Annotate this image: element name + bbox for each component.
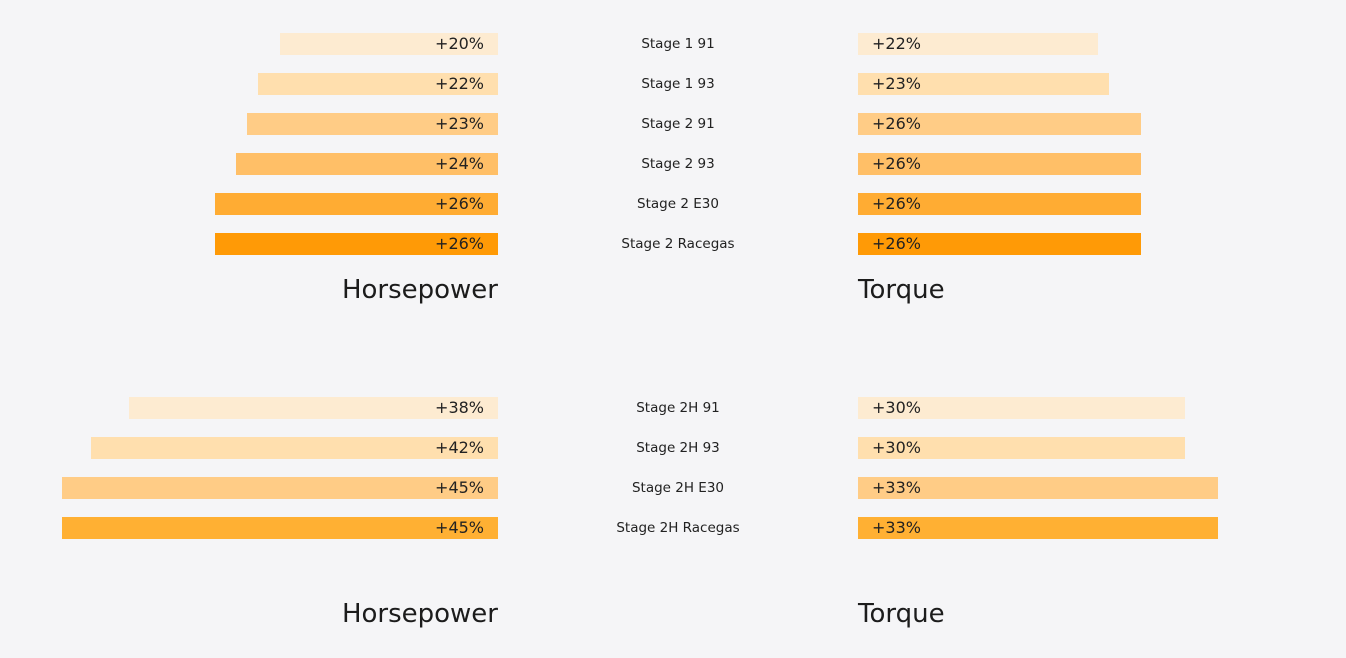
torque-value-label: +26% bbox=[872, 154, 921, 173]
torque-value-label: +30% bbox=[872, 438, 921, 457]
horsepower-bar bbox=[247, 113, 498, 135]
category-label: Stage 2H 91 bbox=[636, 400, 720, 416]
category-label: Stage 2 Racegas bbox=[621, 236, 735, 252]
horsepower-bar bbox=[91, 437, 498, 459]
horsepower-bar bbox=[215, 233, 498, 255]
torque-value-label: +26% bbox=[872, 194, 921, 213]
horsepower-bar bbox=[215, 193, 498, 215]
torque-value-label: +26% bbox=[872, 234, 921, 253]
category-label: Stage 2 93 bbox=[641, 156, 715, 172]
torque-bar bbox=[858, 477, 1218, 499]
horsepower-bar bbox=[62, 517, 498, 539]
category-label: Stage 2H 93 bbox=[636, 440, 720, 456]
torque-value-label: +26% bbox=[872, 114, 921, 133]
horsepower-value-label: +22% bbox=[435, 74, 484, 93]
horsepower-value-label: +45% bbox=[435, 478, 484, 497]
torque-value-label: +22% bbox=[872, 34, 921, 53]
horsepower-bar bbox=[236, 153, 498, 175]
horsepower-bar bbox=[62, 477, 498, 499]
torque-bar bbox=[858, 233, 1141, 255]
category-label: Stage 1 93 bbox=[641, 76, 715, 92]
torque-bar bbox=[858, 33, 1098, 55]
horsepower-value-label: +24% bbox=[435, 154, 484, 173]
horsepower-bar bbox=[258, 73, 498, 95]
torque-value-label: +33% bbox=[872, 518, 921, 537]
category-label: Stage 2H Racegas bbox=[616, 520, 740, 536]
horsepower-value-label: +23% bbox=[435, 114, 484, 133]
torque-bar bbox=[858, 437, 1185, 459]
torque-bar bbox=[858, 397, 1185, 419]
category-label: Stage 1 91 bbox=[641, 36, 715, 52]
horsepower-title: Horsepower bbox=[341, 599, 498, 629]
torque-bar bbox=[858, 113, 1141, 135]
horsepower-value-label: +45% bbox=[435, 518, 484, 537]
torque-bar bbox=[858, 193, 1141, 215]
horsepower-value-label: +42% bbox=[435, 438, 484, 457]
horsepower-value-label: +20% bbox=[435, 34, 484, 53]
torque-title: Torque bbox=[858, 275, 945, 305]
torque-bar bbox=[858, 517, 1218, 539]
torque-bar bbox=[858, 73, 1109, 95]
horsepower-value-label: +26% bbox=[435, 194, 484, 213]
horsepower-bar bbox=[280, 33, 498, 55]
torque-bar bbox=[858, 153, 1141, 175]
torque-value-label: +30% bbox=[872, 398, 921, 417]
horsepower-bar bbox=[129, 397, 498, 419]
horsepower-value-label: +38% bbox=[435, 398, 484, 417]
torque-title: Torque bbox=[858, 599, 945, 629]
category-label: Stage 2 E30 bbox=[637, 196, 719, 212]
horsepower-value-label: +26% bbox=[435, 234, 484, 253]
torque-value-label: +23% bbox=[872, 74, 921, 93]
category-label: Stage 2H E30 bbox=[631, 480, 725, 496]
category-label: Stage 2 91 bbox=[641, 116, 715, 132]
torque-value-label: +33% bbox=[872, 478, 921, 497]
horsepower-title: Horsepower bbox=[341, 275, 498, 305]
